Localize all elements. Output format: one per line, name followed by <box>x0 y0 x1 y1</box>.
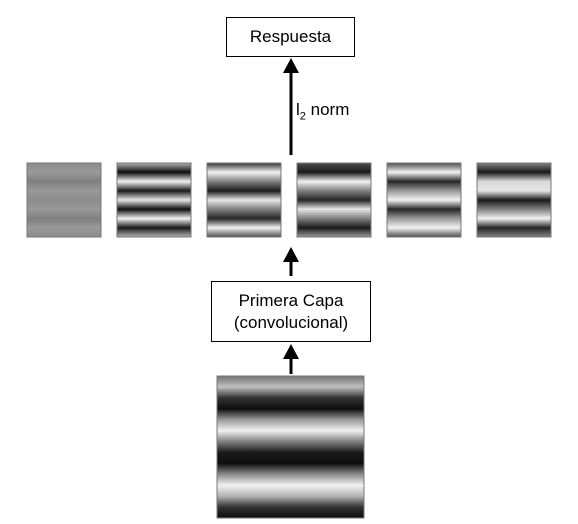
norm-prefix: l <box>296 100 300 119</box>
conv-layer-subtitle: (convolucional) <box>233 313 349 332</box>
input-image <box>216 375 365 519</box>
feature-map-4 <box>296 162 372 238</box>
conv-layer-title: Primera Capa <box>238 291 344 310</box>
feature-map-6 <box>476 162 552 238</box>
response-label: Respuesta <box>249 27 332 46</box>
feature-map-5 <box>386 162 462 238</box>
arrow-to-feature-maps-head <box>283 247 299 262</box>
conv-layer-box: Primera Capa (convolucional) <box>211 281 371 342</box>
norm-suffix: norm <box>305 100 350 119</box>
arrow-to-conv-layer-head <box>283 344 299 359</box>
response-box: Respuesta <box>226 17 355 57</box>
feature-map-2 <box>116 162 192 238</box>
feature-map-1 <box>26 162 102 238</box>
norm-subscript: 2 <box>299 110 306 123</box>
l2-norm-label: l2 norm <box>296 100 349 122</box>
feature-map-3 <box>206 162 282 238</box>
arrow-to-response-head <box>283 58 299 73</box>
